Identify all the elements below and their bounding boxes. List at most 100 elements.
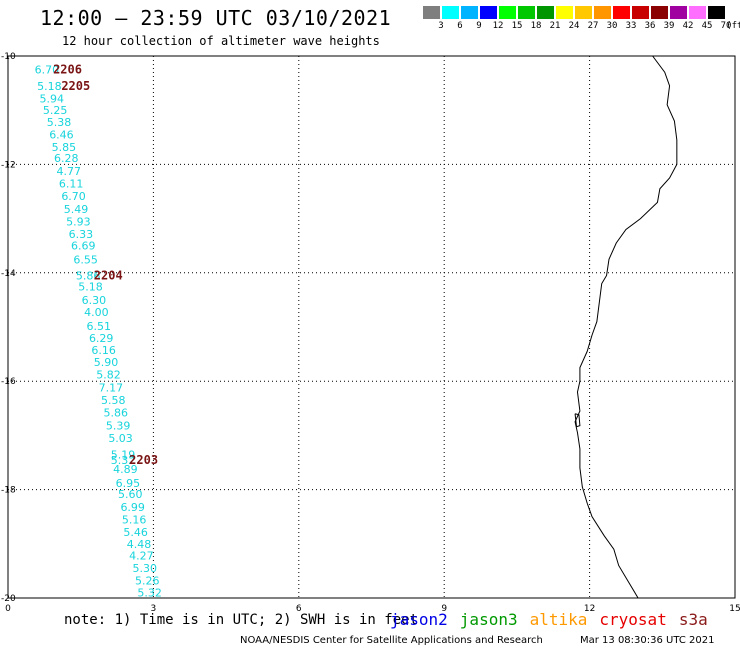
y-tick-label: -16 xyxy=(1,377,16,387)
islet-outline xyxy=(574,413,581,428)
legend-swatch xyxy=(423,6,440,19)
wave-height-label: 6.30 xyxy=(82,294,107,307)
satellite-name: jason2 xyxy=(390,610,448,629)
y-tick-label: -18 xyxy=(1,486,16,496)
wave-height-label: 6.70 xyxy=(35,64,60,77)
wave-height-label: 4.00 xyxy=(84,306,109,319)
legend-value-label: 33 xyxy=(625,21,637,31)
wave-height-label: 5.25 xyxy=(43,104,67,117)
legend-value-label: 39 xyxy=(663,21,675,31)
legend-value-label: 27 xyxy=(587,21,599,31)
legend-value-label: 30 xyxy=(606,21,618,31)
wave-height-label: 5.86 xyxy=(76,270,101,283)
x-tick-label: 9 xyxy=(441,604,447,614)
wave-height-label: 5.46 xyxy=(123,526,148,539)
legend-value-label: 12 xyxy=(492,21,504,31)
pass-number-label: 2203 xyxy=(129,453,158,467)
y-tick-label: -14 xyxy=(1,269,16,279)
y-tick-label: -10 xyxy=(1,52,16,62)
satellite-name: jason3 xyxy=(459,610,518,629)
legend-swatch xyxy=(499,6,516,19)
wave-height-label: 5.85 xyxy=(52,141,76,154)
legend-value-label: 3 xyxy=(438,21,444,31)
legend-swatch xyxy=(651,6,668,19)
legend-value-label: 9 xyxy=(476,21,482,31)
wave-height-label: 5.39 xyxy=(106,420,131,433)
wave-height-label: 5.60 xyxy=(118,488,143,501)
x-tick-label: 12 xyxy=(584,604,595,614)
legend-value-label: 15 xyxy=(511,21,523,31)
legend-swatch xyxy=(689,6,706,19)
wave-height-label: 4.77 xyxy=(56,165,81,178)
satellite-name: cryosat xyxy=(599,610,667,629)
wave-height-label: 6.95 xyxy=(116,477,141,490)
wave-height-label: 6.16 xyxy=(91,344,116,357)
legend-value-label: 36 xyxy=(644,21,656,31)
wave-height-label: 6.69 xyxy=(71,240,96,253)
wave-height-label: 5.32 xyxy=(137,587,162,600)
wave-height-label: 5.32 xyxy=(111,454,135,467)
legend-swatch xyxy=(613,6,630,19)
units-note: note: 1) Time is in UTC; 2) SWH is in fe… xyxy=(64,612,419,628)
legend-swatch xyxy=(708,6,725,19)
coastline xyxy=(574,55,678,599)
wave-height-label: 6.33 xyxy=(69,228,94,241)
wave-height-label: 6.99 xyxy=(120,501,144,514)
wave-height-label: 7.17 xyxy=(99,382,124,395)
wave-height-label: 5.18 xyxy=(37,80,62,93)
wave-height-label: 5.49 xyxy=(64,203,88,216)
legend-value-label: 70 xyxy=(720,21,732,31)
x-tick-label: 3 xyxy=(151,604,157,614)
wave-height-label: 6.51 xyxy=(87,320,112,333)
legend-swatch xyxy=(461,6,478,19)
wave-height-label: 6.70 xyxy=(61,190,86,203)
x-tick-label: 6 xyxy=(296,604,302,614)
satellite-name: s3a xyxy=(678,610,708,629)
legend-value-label: 21 xyxy=(549,21,561,31)
page-title: 12:00 – 23:59 UTC 03/10/2021 xyxy=(40,6,392,30)
legend-value-label: 6 xyxy=(457,21,463,31)
wave-height-label: 6.11 xyxy=(59,177,84,190)
legend-swatch xyxy=(670,6,687,19)
wave-height-label: 5.30 xyxy=(133,562,158,575)
satellite-legend: jason2 jason3 altika cryosat s3a xyxy=(390,610,720,629)
pass-number-label: 2205 xyxy=(61,79,90,93)
generation-timestamp: Mar 13 08:30:36 UTC 2021 xyxy=(580,635,715,646)
legend-value-label: 24 xyxy=(568,21,580,31)
legend-value-label: 45 xyxy=(701,21,713,31)
wave-height-label: 5.16 xyxy=(122,513,147,526)
pass-number-label: 2204 xyxy=(94,269,123,283)
legend-value-label: 42 xyxy=(682,21,694,31)
wave-height-label: 5.38 xyxy=(47,116,71,129)
wave-height-label: 5.18 xyxy=(78,280,103,293)
credit-footer: NOAA/NESDIS Center for Satellite Applica… xyxy=(240,635,543,646)
satellite-name: altika xyxy=(529,610,588,629)
x-tick-label: 0 xyxy=(5,604,11,614)
legend-value-label: 18 xyxy=(530,21,542,31)
wave-height-label: 5.93 xyxy=(66,215,91,228)
pass-number-label: 2206 xyxy=(53,63,82,77)
wave-height-label: 5.03 xyxy=(108,432,132,445)
wave-height-label: 6.46 xyxy=(49,129,74,142)
wave-height-label: 4.48 xyxy=(127,538,152,551)
wave-height-label: 4.27 xyxy=(129,550,154,563)
wave-height-label: 6.29 xyxy=(89,332,114,345)
page-subtitle: 12 hour collection of altimeter wave hei… xyxy=(62,34,380,48)
legend-swatch xyxy=(537,6,554,19)
wave-height-label: 6.55 xyxy=(73,253,98,266)
wave-height-label: 4.89 xyxy=(113,463,138,476)
x-tick-label: 15 xyxy=(729,604,740,614)
legend-swatch xyxy=(632,6,649,19)
legend-swatch xyxy=(575,6,592,19)
wave-height-label: 5.82 xyxy=(96,369,121,382)
wave-height-label: 5.90 xyxy=(94,356,119,369)
wave-height-label: 5.19 xyxy=(111,448,135,461)
y-tick-label: -20 xyxy=(1,594,16,604)
wave-height-label: 5.86 xyxy=(103,407,128,420)
legend-unit: (ft) xyxy=(726,21,740,31)
legend-swatch xyxy=(556,6,573,19)
legend-swatch xyxy=(442,6,459,19)
wave-height-label: 5.26 xyxy=(135,575,160,588)
y-tick-label: -12 xyxy=(1,160,16,170)
